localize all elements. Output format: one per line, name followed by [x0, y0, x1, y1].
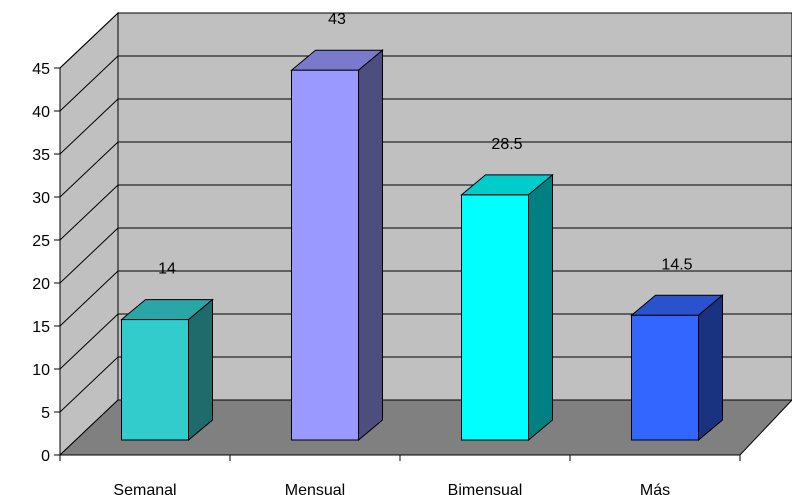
- y-tick-label: 15: [32, 319, 50, 336]
- bar-front: [121, 319, 189, 441]
- gridline-side: [59, 55, 119, 112]
- side-wall: [59, 11, 119, 457]
- y-axis: 0 5 10 15 20 25 30 35 40 45: [32, 61, 61, 465]
- gridline-side: [59, 12, 119, 69]
- gridline-side: [59, 270, 119, 327]
- gridline-side: [59, 227, 119, 284]
- bars: [120, 49, 724, 442]
- x-tick-label: Bimensual: [448, 482, 523, 495]
- y-tick-label: 25: [32, 233, 50, 250]
- x-tick-label: Semanal: [113, 482, 176, 495]
- data-labels: 14 43 28.5 14.5: [158, 11, 693, 277]
- chart-walls: [58, 11, 792, 457]
- bar: [290, 49, 384, 442]
- data-label: 43: [328, 11, 346, 28]
- gridline-side: [59, 98, 119, 155]
- bar-side: [698, 294, 723, 442]
- y-tick-label: 45: [32, 61, 50, 78]
- data-label: 14.5: [661, 256, 692, 273]
- x-tick-label: Más: [640, 482, 670, 495]
- data-label: 28.5: [491, 136, 522, 153]
- bar-side: [528, 173, 553, 442]
- bar-front: [291, 69, 359, 441]
- gridline-side: [59, 184, 119, 241]
- y-tick-label: 35: [32, 147, 50, 164]
- y-tick-label: 20: [32, 276, 50, 293]
- y-tick-label: 30: [32, 190, 50, 207]
- bar-side: [358, 49, 383, 442]
- x-axis: Semanal Mensual Bimensual Más: [59, 454, 741, 495]
- data-label: 14: [158, 261, 176, 278]
- gridline-side: [59, 313, 119, 370]
- bar-front: [461, 194, 529, 441]
- bar: [460, 173, 554, 442]
- y-tick-label: 10: [32, 362, 50, 379]
- x-tick-label: Mensual: [285, 482, 345, 495]
- gridline-side: [59, 141, 119, 198]
- y-tick-label: 0: [41, 448, 50, 465]
- bar-side: [188, 298, 213, 442]
- bar: [120, 298, 214, 442]
- bar-front: [631, 314, 699, 441]
- bar: [630, 294, 724, 442]
- y-tick-label: 5: [41, 405, 50, 422]
- y-tick-label: 40: [32, 104, 50, 121]
- gridline-side: [59, 356, 119, 413]
